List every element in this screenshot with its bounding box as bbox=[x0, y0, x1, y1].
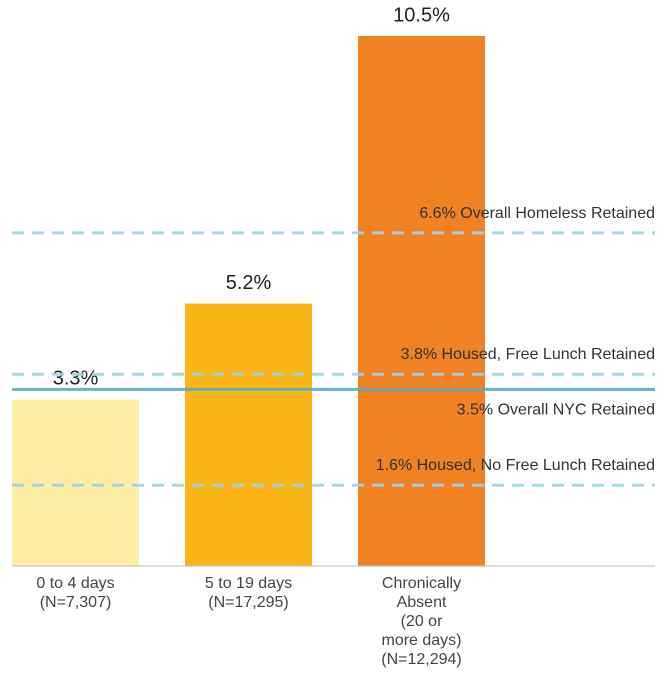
x-tick-label: 5 to 19 days bbox=[205, 575, 292, 592]
reference-value: 6.6% bbox=[419, 205, 455, 222]
x-tick-label: (N=17,295) bbox=[208, 594, 289, 611]
x-tick-label: more days) bbox=[381, 632, 461, 649]
value-label: 10.5% bbox=[393, 4, 450, 26]
reference-value: 3.8% bbox=[401, 346, 437, 363]
x-tick-label: Absent bbox=[397, 594, 447, 611]
reference-name: Overall NYC Retained bbox=[498, 402, 655, 419]
value-label: 3.3% bbox=[53, 368, 99, 390]
reference-label: 6.6% Overall Homeless Retained bbox=[419, 205, 655, 222]
bar bbox=[185, 303, 312, 566]
x-tick-label: 0 to 4 days bbox=[36, 575, 114, 592]
reference-name: Housed, Free Lunch Retained bbox=[442, 346, 655, 363]
x-tick-label: (N=7,307) bbox=[40, 594, 112, 611]
reference-label: 3.8% Housed, Free Lunch Retained bbox=[401, 346, 655, 363]
bar bbox=[358, 36, 485, 566]
reference-value: 1.6% bbox=[376, 457, 412, 474]
x-tick-label: (N=12,294) bbox=[381, 651, 462, 668]
x-tick-label: (20 or bbox=[401, 613, 443, 630]
reference-label: 1.6% Housed, No Free Lunch Retained bbox=[376, 457, 655, 474]
x-tick-label: Chronically bbox=[382, 575, 461, 592]
reference-name: Overall Homeless Retained bbox=[460, 205, 655, 222]
reference-value: 3.5% bbox=[457, 402, 493, 419]
value-label: 5.2% bbox=[226, 272, 272, 294]
reference-label: 3.5% Overall NYC Retained bbox=[457, 402, 655, 419]
bar bbox=[12, 399, 139, 566]
reference-name: Housed, No Free Lunch Retained bbox=[417, 457, 655, 474]
